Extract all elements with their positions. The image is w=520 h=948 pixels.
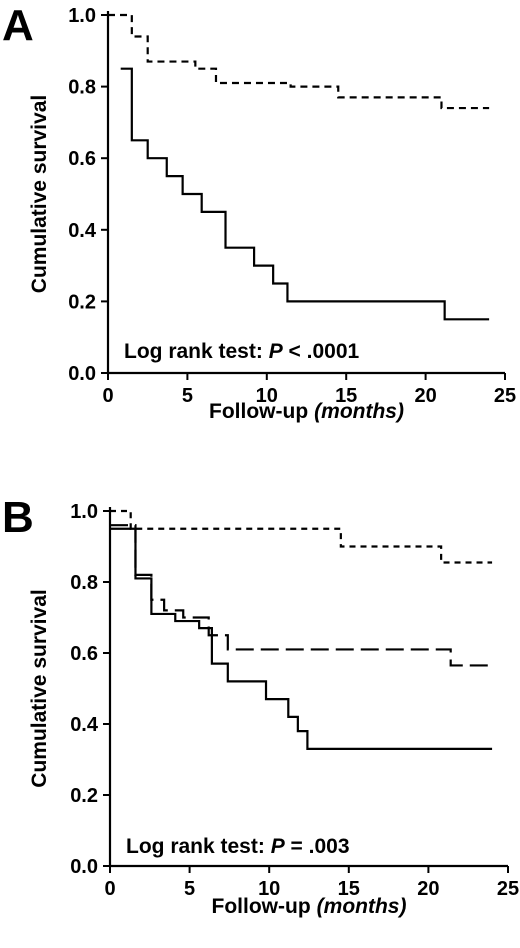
panel-b-annotation-p: P: [271, 835, 286, 858]
panel-a-y-axis-title: Cumulative survival: [28, 95, 51, 293]
panel-a-y-tick-label: 0.0: [68, 363, 96, 385]
panel-b-y-tick-label: 0.4: [70, 714, 99, 736]
panel-a-x-tick-label: 5: [182, 385, 193, 407]
panel-b-label: B: [2, 493, 34, 542]
panel-a-y-tick-label: 1.0: [68, 5, 96, 27]
panel-a-annotation-prefix: Log rank test:: [124, 340, 269, 363]
panel-a-x-tick-label: 15: [335, 385, 357, 407]
panel-b-x-axis-label: Follow-up: [212, 895, 311, 918]
panel-a-logrank-annotation: Log rank test: P < .0001: [124, 340, 360, 363]
panel-a-x-axis-label: Follow-up: [209, 400, 308, 423]
panel-b-x-tick-label: 0: [104, 878, 115, 900]
panel-a-x-tick-label: 10: [256, 385, 278, 407]
panel-a-y-tick-label: 0.8: [68, 77, 96, 99]
panel-a-x-axis-unit: (months): [314, 400, 404, 423]
panel-a-series: [108, 13, 490, 321]
panel-b-x-tick-label: 10: [258, 878, 280, 900]
panel-b-y-tick-label: 0.6: [70, 643, 98, 665]
panel-a-x-tick-label: 20: [414, 385, 436, 407]
panel-a-y-tick-label: 0.4: [68, 220, 97, 242]
panel-a-annotation-p: P: [269, 340, 284, 363]
panel-a-axes: [106, 11, 505, 375]
panel-b-x-tick-label: 20: [417, 878, 439, 900]
panel-b-curve-short-dashed: [110, 509, 493, 564]
panel-b-y-tick-label: 1.0: [70, 501, 98, 523]
panel-b-x-tick-label: 5: [184, 878, 195, 900]
panel-b-x-axis-title: Follow-up (months): [212, 895, 407, 918]
panel-b-curve-solid: [110, 527, 493, 750]
panel-b-series: [110, 509, 493, 750]
panel-b-x-ticks: 0 5 10 15 20 25: [104, 866, 519, 900]
panel-b-y-tick-label: 0.2: [70, 785, 98, 807]
panel-b-annotation-prefix: Log rank test:: [126, 835, 271, 858]
panel-b-curve-long-dashed: [110, 524, 493, 667]
panel-a-y-tick-label: 0.6: [68, 148, 96, 170]
panel-b-annotation-value: = .003: [285, 835, 350, 858]
panel-a-label: A: [2, 1, 34, 50]
panel-b-x-axis-unit: (months): [317, 895, 407, 918]
panel-b-logrank-annotation: Log rank test: P = .003: [126, 835, 350, 858]
panel-a-annotation-value: < .0001: [283, 340, 360, 363]
panel-a: A 0.0 0.2 0.4 0.6 0.8 1.0 0 5 10 15 20 25 Cumulati…: [2, 1, 516, 423]
panel-b-y-ticks: 0.0 0.2 0.4 0.6 0.8 1.0: [70, 501, 110, 878]
panel-a-x-tick-label: 0: [102, 385, 113, 407]
panel-a-y-tick-label: 0.2: [68, 291, 96, 313]
panel-a-x-ticks: 0 5 10 15 20 25: [102, 373, 516, 407]
panel-b-y-axis-title: Cumulative survival: [28, 589, 51, 787]
panel-a-curve-solid: [120, 67, 490, 321]
panel-a-curve-dashed: [108, 13, 490, 110]
panel-a-x-axis-title: Follow-up (months): [209, 400, 404, 423]
panel-b-y-tick-label: 0.8: [70, 572, 98, 594]
panel-b-axes: [108, 507, 508, 868]
panel-b-y-tick-label: 0.0: [70, 856, 98, 878]
panel-b-x-tick-label: 15: [338, 878, 360, 900]
panel-b: B 0.0 0.2 0.4 0.6 0.8 1.0 0 5 10 15 20 25 Cumulati…: [2, 493, 519, 918]
panel-a-x-tick-label: 25: [494, 385, 516, 407]
panel-a-y-ticks: 0.0 0.2 0.4 0.6 0.8 1.0: [68, 5, 108, 385]
panel-b-x-tick-label: 25: [497, 878, 519, 900]
